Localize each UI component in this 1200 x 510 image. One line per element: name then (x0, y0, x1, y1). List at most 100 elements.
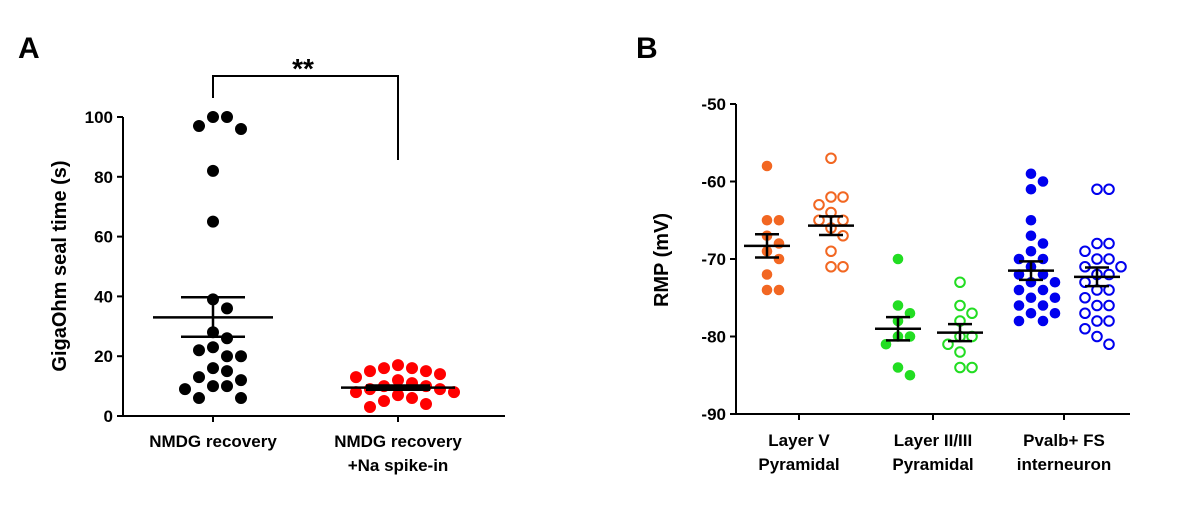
data-point (1103, 183, 1115, 196)
y-tick-label: -90 (701, 405, 726, 424)
data-point (1103, 338, 1115, 351)
y-tick-label: 80 (94, 168, 113, 187)
data-point (434, 383, 446, 396)
data-point (1013, 315, 1025, 327)
panel-a-marks (153, 111, 460, 414)
data-point (207, 380, 219, 393)
data-point (221, 302, 233, 315)
data-point (350, 371, 362, 384)
data-point (1049, 276, 1061, 288)
data-point (193, 371, 205, 384)
data-point (892, 300, 904, 311)
data-point (1025, 168, 1037, 180)
panel-a: A 0 20 40 60 80 100 NMDG recovery NMDG recovery… (18, 32, 505, 475)
data-point (761, 160, 773, 172)
y-tick-label: 60 (94, 228, 113, 247)
data-point (221, 365, 233, 378)
data-point (406, 392, 418, 405)
data-point (221, 332, 233, 345)
data-point (1013, 300, 1025, 311)
data-point (1103, 253, 1115, 265)
data-point (954, 299, 966, 312)
x-tick-label: Layer II/III (894, 431, 972, 450)
data-point (364, 365, 376, 378)
significance-bracket: ** (212, 53, 399, 160)
data-point (235, 374, 247, 387)
x-tick-label: NMDG recovery (149, 432, 277, 451)
data-point (1091, 315, 1103, 327)
panel-a-label: A (18, 32, 40, 65)
data-point (1037, 300, 1049, 311)
y-tick-label: 40 (94, 287, 113, 306)
data-point (825, 191, 837, 203)
data-point (1079, 307, 1091, 320)
data-point (1025, 245, 1037, 257)
data-point (1013, 284, 1025, 296)
x-tick-label: Pyramidal (758, 455, 839, 474)
data-point (207, 164, 219, 177)
data-point (420, 365, 432, 378)
y-tick-label: -80 (701, 328, 726, 347)
data-point (1025, 292, 1037, 304)
data-point (1103, 237, 1115, 250)
data-point (1091, 253, 1103, 265)
data-point (235, 392, 247, 405)
data-point (420, 398, 432, 411)
y-tick-label: 100 (85, 108, 113, 127)
x-tick-label: NMDG recovery (334, 432, 462, 451)
data-point (207, 215, 219, 228)
data-point (825, 260, 837, 273)
y-tick-label: -70 (701, 250, 726, 269)
data-point (966, 361, 978, 374)
panel-b-y-axis-title: RMP (mV) (651, 213, 673, 307)
data-point (193, 344, 205, 357)
data-point (1115, 260, 1127, 273)
data-point (193, 119, 205, 132)
data-point (837, 260, 849, 273)
panel-b-axes: -90 -80 -70 -60 -50 Layer V Pyramidal Layer II/… (701, 95, 1130, 474)
data-point (193, 392, 205, 405)
data-point (378, 395, 390, 408)
significance-marker: ** (292, 53, 314, 84)
data-point (406, 362, 418, 375)
data-point (761, 214, 773, 226)
data-point (904, 369, 916, 381)
panel-b-label: B (636, 32, 658, 65)
data-point (1037, 176, 1049, 187)
data-point (1049, 307, 1061, 319)
data-point (1037, 238, 1049, 249)
data-point (179, 383, 191, 396)
data-point (392, 359, 404, 372)
y-tick-label: -50 (701, 95, 726, 114)
data-point (1037, 315, 1049, 327)
y-tick-label: 0 (104, 407, 113, 426)
data-point (825, 245, 837, 258)
data-point (235, 350, 247, 363)
data-point (954, 361, 966, 374)
data-point (392, 389, 404, 402)
data-point (235, 122, 247, 135)
data-point (954, 276, 966, 289)
data-point (837, 191, 849, 203)
data-point (773, 253, 785, 265)
bracket-line (212, 75, 399, 160)
panel-b-marks (744, 152, 1127, 381)
data-point (221, 380, 233, 393)
data-point (1091, 330, 1103, 343)
data-point (761, 284, 773, 296)
data-point (1079, 245, 1091, 258)
data-point (761, 269, 773, 280)
x-tick-label: +Na spike-in (348, 456, 449, 475)
y-tick-label: -60 (701, 173, 726, 192)
data-point (1079, 291, 1091, 304)
data-point (966, 307, 978, 320)
data-point (1025, 230, 1037, 242)
data-point (378, 362, 390, 375)
data-point (221, 111, 233, 123)
data-point (1091, 237, 1103, 250)
panel-b: B -90 -80 -70 -60 -50 Layer V Pyramidal Layer I… (636, 32, 1130, 474)
data-point (207, 111, 219, 123)
data-point (892, 253, 904, 265)
data-point (1049, 292, 1061, 304)
